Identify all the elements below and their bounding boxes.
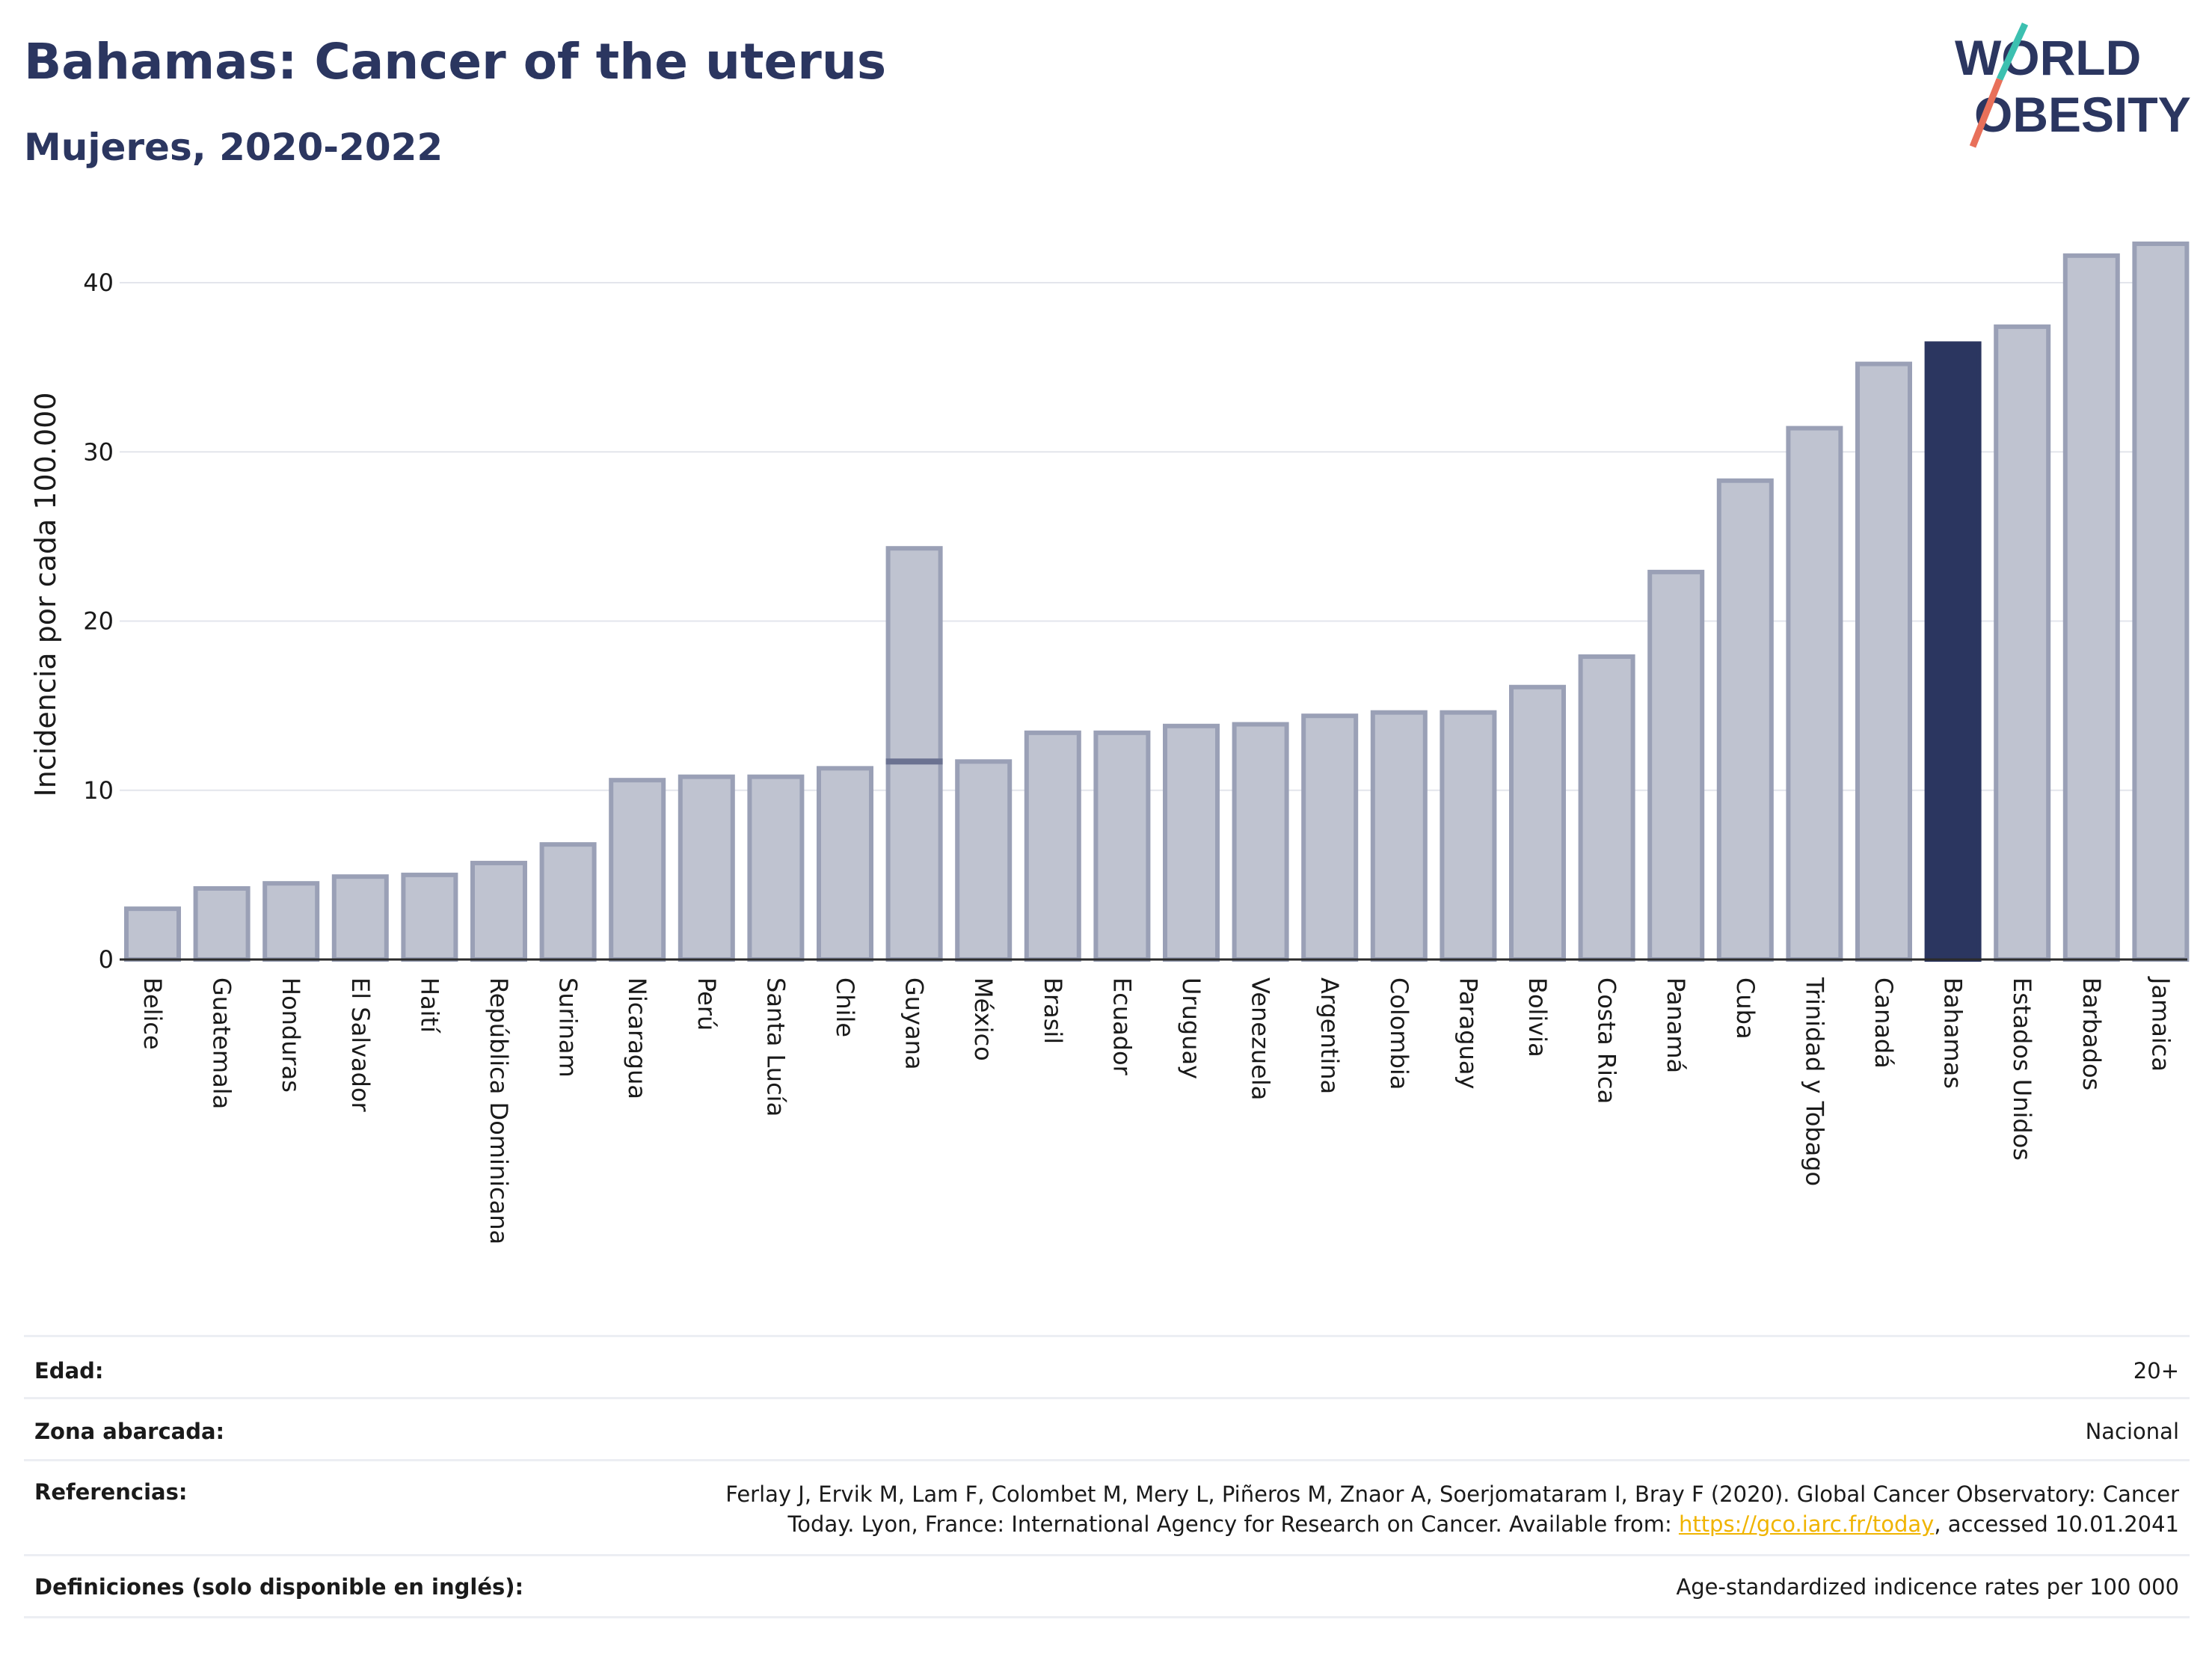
bar-jamaica <box>2132 241 2190 962</box>
bar-el-salvador <box>331 874 389 962</box>
x-tick-label: Chile <box>831 977 859 1037</box>
x-tick-label: México <box>969 977 998 1061</box>
meta-value-zone: Nacional <box>2085 1419 2179 1444</box>
bar-per- <box>678 774 735 962</box>
x-tick-label: Surinam <box>554 977 583 1078</box>
meta-row-zone: Zona abarcada: Nacional <box>24 1397 2190 1459</box>
y-axis-ticks: 0 10 20 30 40 <box>83 268 114 974</box>
meta-row-references: Referencias: Ferlay J, Ervik M, Lam F, C… <box>24 1459 2190 1554</box>
y-tick-label: 10 <box>83 776 114 805</box>
chart-title: Bahamas: Cancer of the uterus <box>24 33 887 90</box>
x-tick-label: Panamá <box>1662 977 1690 1073</box>
meta-value-references: Ferlay J, Ervik M, Lam F, Colombet M, Me… <box>725 1479 2179 1539</box>
y-tick-label: 40 <box>83 268 114 297</box>
bar-honduras <box>262 881 320 962</box>
bar-ecuador <box>1093 730 1151 962</box>
bars <box>124 241 2190 962</box>
x-axis-labels: Belice Guatemala Honduras El Salvador Haití R… <box>138 976 2175 1244</box>
meta-row-definitions: Definiciones (solo disponible en inglés)… <box>24 1554 2190 1618</box>
reference-line2: Today. Lyon, France: International Agenc… <box>725 1509 2179 1539</box>
x-tick-label: El Salvador <box>346 977 375 1113</box>
y-tick-label: 20 <box>83 607 114 636</box>
x-tick-label: Bahamas <box>1939 977 1967 1089</box>
x-tick-label: Perú <box>692 977 721 1031</box>
meta-key-definitions: Definiciones (solo disponible en inglés)… <box>34 1574 524 1600</box>
reference-line2-prefix: Today. Lyon, France: International Agenc… <box>787 1511 1679 1537</box>
x-tick-label: Ecuador <box>1107 977 1136 1076</box>
logo-slash-top <box>1996 22 2029 81</box>
reference-link[interactable]: https://gco.iarc.fr/today <box>1678 1511 1935 1537</box>
y-axis-label: Incidencia por cada 100.000 <box>29 392 62 796</box>
x-tick-label: Paraguay <box>1454 977 1482 1089</box>
meta-row-age: Edad: 20+ <box>24 1335 2190 1397</box>
bar-guyana <box>885 546 943 962</box>
meta-value-age: 20+ <box>2133 1358 2179 1384</box>
bar-barbados <box>2062 253 2120 962</box>
x-tick-label: Brasil <box>1039 977 1067 1044</box>
bar-brasil <box>1024 730 1081 962</box>
bar-santa-luc-a <box>747 774 805 962</box>
x-tick-label: Canadá <box>1870 977 1898 1069</box>
x-tick-label: Santa Lucía <box>761 977 790 1117</box>
logo-slash-bottom <box>1969 78 2003 148</box>
x-tick-label: Haití <box>415 977 443 1034</box>
x-tick-label: Guyana <box>900 977 929 1070</box>
bar-chart: 0 10 20 30 40 Belice Guatemala Honduras El Salv… <box>29 241 2190 1244</box>
meta-key-age: Edad: <box>34 1358 104 1384</box>
x-tick-label: Jamaica <box>2146 976 2175 1072</box>
bar-costa-rica <box>1578 654 1635 962</box>
x-tick-label: Belice <box>138 977 167 1050</box>
reference-line1: Ferlay J, Ervik M, Lam F, Colombet M, Me… <box>725 1481 2179 1507</box>
bar-bahamas <box>1924 341 1982 962</box>
bar-hait- <box>401 872 458 962</box>
bar-argentina <box>1301 713 1359 962</box>
x-tick-label: Argentina <box>1315 977 1344 1094</box>
bar-cuba <box>1716 478 1774 962</box>
world-obesity-logo: WORLD OBESITY <box>1955 22 2191 148</box>
bar-bolivia <box>1509 684 1566 962</box>
x-tick-label: Trinidad y Tobago <box>1800 977 1828 1186</box>
x-tick-label: República Dominicana <box>485 977 513 1244</box>
bar-guatemala <box>193 885 251 962</box>
x-tick-label: Barbados <box>2077 977 2106 1090</box>
x-tick-label: Nicaragua <box>623 977 651 1099</box>
bar-rep-blica-dominicana <box>470 861 527 962</box>
meta-key-zone: Zona abarcada: <box>34 1419 225 1444</box>
bar-nicaragua <box>609 778 666 962</box>
x-tick-label: Costa Rica <box>1593 977 1621 1104</box>
logo-line1: WORLD <box>1955 30 2141 85</box>
x-tick-label: Estados Unidos <box>2008 977 2036 1161</box>
x-tick-label: Bolivia <box>1523 977 1552 1057</box>
bar-surinam <box>539 842 597 962</box>
x-tick-label: Honduras <box>277 977 305 1093</box>
bar-trinidad-y-tobago <box>1786 426 1843 962</box>
bar-m-xico <box>955 759 1013 962</box>
bar-venezuela <box>1232 722 1289 962</box>
x-tick-label: Uruguay <box>1177 977 1205 1079</box>
y-tick-label: 0 <box>99 945 114 974</box>
bar-chile <box>817 766 873 962</box>
metadata-table: Edad: 20+ Zona abarcada: Nacional Refere… <box>24 1335 2190 1618</box>
chart-subtitle: Mujeres, 2020-2022 <box>24 126 443 169</box>
meta-value-definitions: Age-standardized indicence rates per 100… <box>1676 1574 2179 1600</box>
reference-line2-suffix: , accessed 10.01.2041 <box>1934 1511 2179 1537</box>
bar-uruguay <box>1163 723 1220 962</box>
bar-estados-unidos <box>1994 324 2051 962</box>
x-tick-label: Guatemala <box>208 977 236 1109</box>
y-tick-label: 30 <box>83 437 114 466</box>
bar-paraguay <box>1440 710 1497 962</box>
bar-panam- <box>1647 569 1705 962</box>
meta-key-references: Referencias: <box>34 1479 188 1505</box>
bar-belice <box>124 906 181 962</box>
logo-line2: OBESITY <box>1974 87 2191 142</box>
x-tick-label: Cuba <box>1731 977 1760 1040</box>
bar-colombia <box>1370 710 1428 962</box>
bar-canad- <box>1855 361 1912 962</box>
x-tick-label: Venezuela <box>1247 977 1275 1100</box>
x-tick-label: Colombia <box>1385 977 1413 1090</box>
